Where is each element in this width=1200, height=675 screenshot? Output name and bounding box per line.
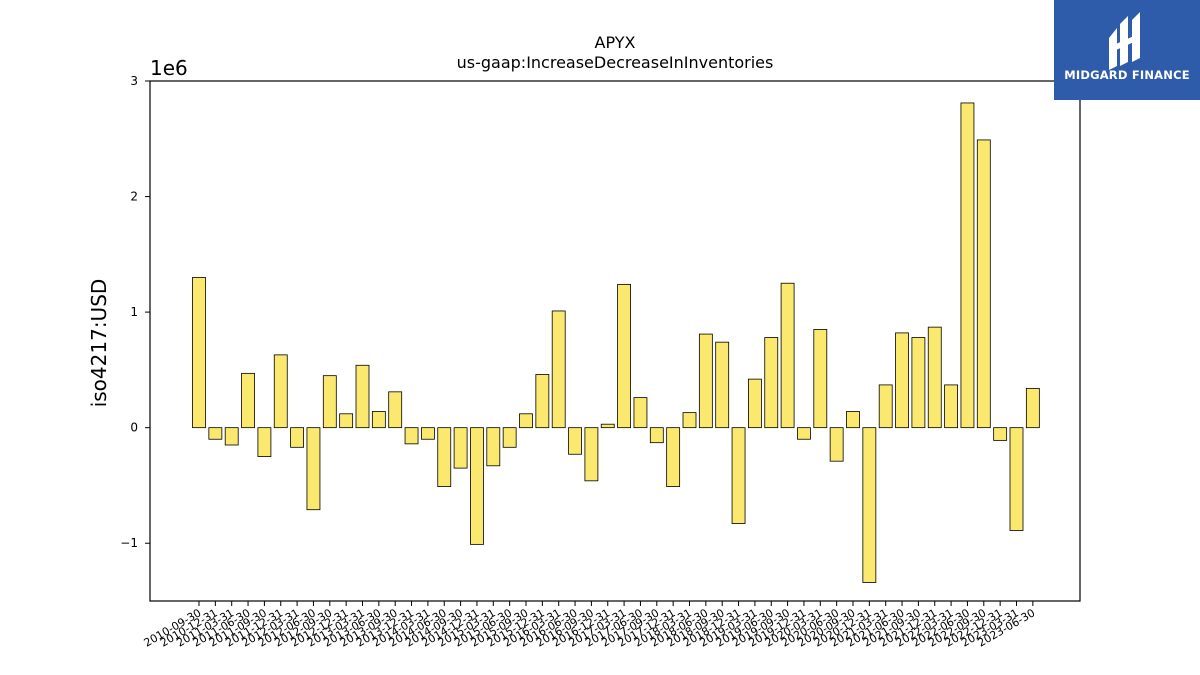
bar-2012-09-30 [322, 375, 337, 429]
bar-2018-03-31 [682, 412, 697, 429]
bar-2015-06-30 [502, 427, 517, 448]
bar-2020-12-31 [862, 427, 877, 583]
y-tick-label: 3 [130, 74, 138, 88]
bar-2022-06-30 [960, 102, 975, 429]
bar-2014-06-30 [437, 427, 452, 488]
bar-2019-09-30 [780, 282, 795, 429]
bar-2017-12-31 [666, 427, 681, 488]
bar-2010-09-30 [192, 277, 206, 429]
bar-2012-03-31 [290, 427, 305, 448]
bar-2021-06-30 [895, 332, 909, 429]
bar-2015-09-30 [519, 413, 533, 429]
y-multiplier-label: 1e6 [150, 56, 188, 80]
bar-2016-09-30 [584, 427, 599, 482]
bar-2013-06-30 [371, 411, 386, 429]
bar-2016-12-31 [600, 423, 615, 429]
bar-2021-12-31 [927, 326, 942, 429]
bar-2013-12-31 [404, 427, 419, 445]
bar-2014-12-31 [470, 427, 484, 545]
bar-2011-03-31 [224, 427, 239, 446]
bar-2017-09-30 [649, 427, 664, 444]
bar-2012-06-30 [306, 427, 321, 511]
bar-2016-03-31 [551, 310, 566, 429]
y-tick-label: 1 [130, 305, 138, 319]
bar-2018-09-30 [715, 341, 730, 429]
bar-2013-03-31 [355, 364, 370, 429]
bar-2011-12-31 [273, 354, 288, 429]
bar-2011-06-30 [241, 372, 255, 429]
y-tick-label: 0 [130, 421, 138, 435]
bars-layer [192, 102, 1040, 583]
logo-mark-icon [1109, 12, 1140, 70]
bar-2022-03-31 [944, 384, 958, 429]
bar-2019-12-31 [797, 427, 811, 440]
bar-2020-03-31 [813, 329, 828, 429]
bar-2018-06-30 [698, 333, 713, 429]
bar-2022-12-31 [993, 427, 1008, 441]
bar-2017-06-30 [633, 397, 648, 429]
bar-2022-09-30 [976, 139, 991, 429]
bar-2010-12-31 [208, 427, 223, 440]
bar-2013-09-30 [388, 391, 403, 429]
bar-2023-06-30 [1025, 387, 1040, 429]
bar-2019-03-31 [748, 378, 762, 429]
bar-2021-09-30 [911, 337, 926, 429]
bar-2012-12-31 [339, 413, 354, 429]
x-axis: 2010-09-302010-12-312011-03-312011-06-30… [142, 601, 1037, 650]
bar-2015-12-31 [535, 374, 550, 429]
bar-2021-03-31 [878, 384, 893, 429]
bar-2020-06-30 [829, 427, 844, 462]
bar-2014-09-30 [453, 427, 468, 469]
plot-frame [149, 80, 1081, 602]
bar-2017-03-31 [617, 283, 631, 429]
bar-2023-03-31 [1009, 427, 1024, 531]
bar-2011-09-30 [257, 427, 272, 457]
y-axis-label: iso4217:USD [87, 279, 111, 408]
bar-2018-12-31 [731, 427, 746, 524]
chart-subtitle: us-gaap:IncreaseDecreaseInInventories [457, 53, 774, 72]
bar-2014-03-31 [420, 427, 435, 440]
bar-2015-03-31 [486, 427, 501, 467]
chart-title: APYX [595, 33, 636, 52]
logo-text: MIDGARD FINANCE [1064, 68, 1190, 82]
y-axis: −1 0 1 2 3 [120, 74, 150, 550]
brand-logo: MIDGARD FINANCE [1054, 0, 1200, 100]
bar-2016-06-30 [568, 427, 582, 455]
y-tick-label: 2 [130, 190, 138, 204]
y-tick-label: −1 [120, 536, 138, 550]
bar-2020-09-30 [846, 411, 860, 429]
bar-2019-06-30 [764, 337, 779, 429]
